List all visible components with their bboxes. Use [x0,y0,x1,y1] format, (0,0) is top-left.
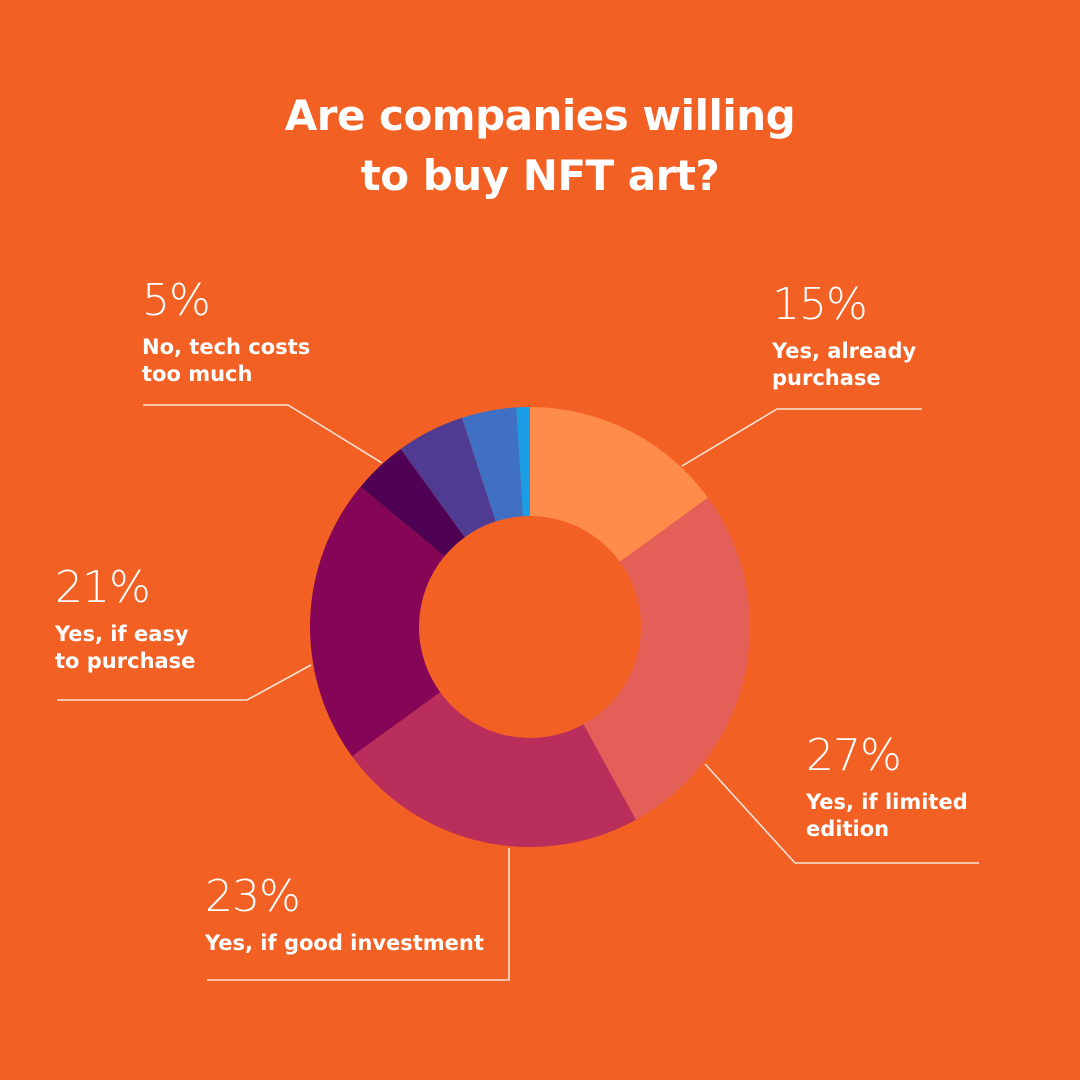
label-percent: 27% [806,730,902,781]
label-limited-edition: 27% Yes, if limited edition [806,731,968,843]
label-percent: 15% [772,279,868,330]
chart-title: Are companies willing to buy NFT art? [0,86,1080,206]
label-description: Yes, already purchase [772,339,917,390]
chart-title-line-1: Are companies willing [284,91,796,140]
label-percent: 5% [142,275,211,326]
leader-line-techcost [143,404,383,464]
donut-slice [400,417,496,538]
leader-line-easy [57,664,312,701]
donut-slice [360,449,465,557]
label-percent: 23% [205,871,301,922]
label-good-investment: 23% Yes, if good investment [205,872,484,957]
leader-line-investment [207,848,510,981]
leader-line-limited [704,763,979,864]
donut-slice [310,486,445,757]
donut-slice [583,497,750,820]
label-description: Yes, if good investment [205,931,484,955]
label-percent: 21% [55,562,151,613]
label-description: No, tech costs too much [142,335,311,386]
label-already-purchase: 15% Yes, already purchase [772,280,916,392]
donut-slice [462,407,524,522]
chart-title-line-2: to buy NFT art? [360,151,720,200]
label-description: Yes, if easy to purchase [55,622,196,673]
leader-lines [57,404,979,981]
leader-line-already [681,408,922,467]
donut-slice [516,407,530,517]
donut-slice [530,407,708,562]
label-easy-to-purchase: 21% Yes, if easy to purchase [55,563,195,675]
donut-slice [352,692,636,847]
label-tech-costs: 5% No, tech costs too much [142,276,310,388]
donut-slices [310,407,750,847]
label-description: Yes, if limited edition [806,790,968,841]
